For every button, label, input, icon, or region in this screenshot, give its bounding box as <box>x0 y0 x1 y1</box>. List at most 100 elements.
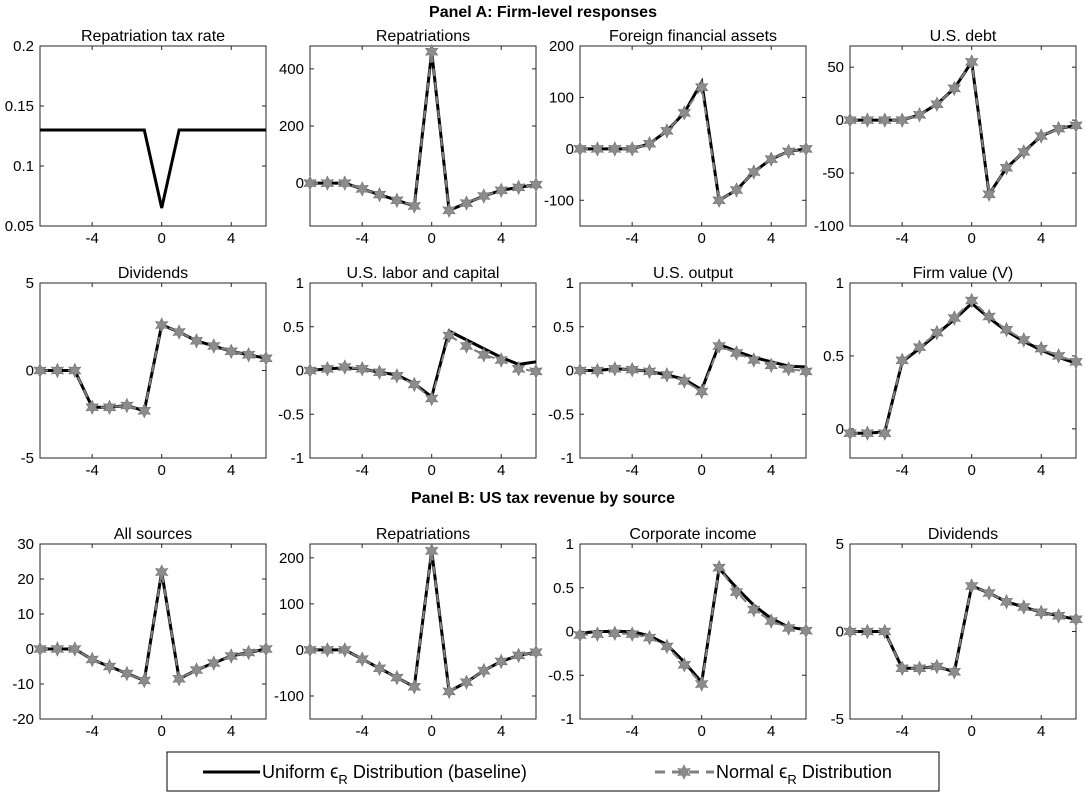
series-point-normal <box>608 141 622 157</box>
series-point-normal <box>241 644 256 661</box>
series-point-normal <box>982 585 996 601</box>
series-point-normal <box>590 626 605 642</box>
y-tick-label: -20 <box>12 711 34 728</box>
series-point-normal <box>694 676 709 692</box>
series-point-normal <box>590 362 605 379</box>
x-tick-label: 0 <box>698 462 706 479</box>
subplot-3: -4 0 4 -100 0 100 200 Foreign financial assets <box>544 28 813 247</box>
series-point-normal <box>172 671 186 687</box>
series-point-normal <box>120 665 134 682</box>
series-point-normal <box>895 352 909 369</box>
series-point-normal <box>320 361 335 377</box>
series-point-normal <box>781 620 796 636</box>
series-point-normal <box>442 327 456 344</box>
series-point-normal <box>964 578 979 594</box>
subplot-7: -4 0 4 -1 -0.5 0 0.5 1 U.S. output <box>548 265 813 479</box>
series-point-normal <box>259 350 273 367</box>
series-point-normal <box>729 345 744 361</box>
x-tick-label: 0 <box>158 723 166 740</box>
series-point-normal <box>660 123 674 139</box>
series-point-normal <box>677 373 692 389</box>
series-point-normal <box>207 655 221 671</box>
series-point-normal <box>355 651 369 667</box>
y-tick-label: 0.2 <box>13 38 34 55</box>
series-point-normal <box>390 669 404 686</box>
series-point-normal <box>573 627 587 643</box>
series-point-normal <box>930 658 944 675</box>
legend-box <box>166 751 940 792</box>
subplot-title: U.S. labor and capital <box>347 265 500 282</box>
x-tick-label: 0 <box>428 723 436 740</box>
series-point-normal <box>85 651 99 668</box>
y-tick-label: 100 <box>549 89 574 106</box>
subplot-title: Corporate income <box>629 526 756 543</box>
y-tick-label: 50 <box>827 59 844 76</box>
series-point-normal <box>477 662 491 679</box>
series-point-normal <box>660 638 674 655</box>
y-tick-label: 0 <box>296 175 304 192</box>
x-tick-label: -4 <box>85 723 98 740</box>
series-point-normal <box>320 175 335 191</box>
series-point-normal <box>207 338 221 354</box>
y-tick-label: 0 <box>566 141 574 158</box>
series-point-normal <box>895 660 909 677</box>
series-point-normal <box>407 376 422 393</box>
x-tick-label: 4 <box>227 462 235 479</box>
series-point-normal <box>747 601 761 618</box>
subplot-9: -4 0 4 -20 -10 0 10 20 30 All sources <box>12 526 273 740</box>
subplot-2: -4 0 4 0 200 400 Repatriations <box>279 28 543 247</box>
panel-b-title: Panel B: US tax revenue by source <box>411 490 675 507</box>
series-point-normal <box>120 397 134 414</box>
series-point-normal <box>590 141 605 157</box>
subplot-1: -4 0 4 0.05 0.1 0.15 0.2 Repatriation tax rate <box>5 28 267 247</box>
series-point-normal <box>860 425 875 441</box>
series-point-normal <box>729 182 744 198</box>
y-tick-label: 20 <box>17 571 34 588</box>
series-point-normal <box>424 43 439 60</box>
series-point-normal <box>241 347 256 363</box>
subplot-title: Dividends <box>118 265 188 282</box>
series-point-normal <box>1017 332 1031 348</box>
series-point-normal <box>459 195 474 211</box>
series-point-normal <box>259 641 273 657</box>
series-point-normal <box>729 584 744 600</box>
series-point-normal <box>303 175 317 191</box>
series-point-normal <box>712 192 726 209</box>
y-tick-label: 5 <box>836 536 844 553</box>
series-point-normal <box>878 425 892 441</box>
series-point-normal <box>642 135 657 152</box>
series-point-normal <box>947 310 962 326</box>
x-tick-label: -4 <box>895 462 908 479</box>
y-tick-label: -100 <box>814 218 844 235</box>
series-point-normal <box>338 642 352 658</box>
series-point-normal <box>355 181 369 197</box>
series-point-normal <box>224 648 238 664</box>
subplot-title: Dividends <box>928 526 998 543</box>
y-tick-label: 0 <box>296 363 304 380</box>
y-tick-label: 400 <box>279 61 304 78</box>
series-point-normal <box>764 357 778 374</box>
y-tick-label: -0.5 <box>548 406 574 423</box>
series-point-normal <box>1069 354 1083 370</box>
series-point-normal <box>442 683 456 700</box>
x-tick-label: 4 <box>767 723 775 740</box>
series-point-normal <box>511 179 526 196</box>
series-point-normal <box>747 352 761 368</box>
subplot-10: -4 0 4 -100 0 100 200 Repatriations <box>274 526 543 740</box>
series-point-normal <box>154 564 169 580</box>
series-point-normal <box>1017 599 1031 615</box>
series-point-normal <box>390 192 404 209</box>
legend-normal-marker <box>677 764 691 780</box>
series-point-normal <box>303 362 317 379</box>
series-point-normal <box>407 198 422 214</box>
series-point-normal <box>372 186 387 203</box>
y-tick-label: 0 <box>26 363 34 380</box>
series-point-normal <box>1051 608 1066 624</box>
series-point-normal <box>573 141 587 157</box>
series-point-normal <box>303 642 317 658</box>
series-point-normal <box>102 658 117 675</box>
legend: Uniform ϵR Distribution (baseline) Norma… <box>166 751 940 792</box>
series-point-normal <box>355 361 369 377</box>
y-tick-label: -5 <box>21 450 34 467</box>
series-point-normal <box>912 107 927 123</box>
